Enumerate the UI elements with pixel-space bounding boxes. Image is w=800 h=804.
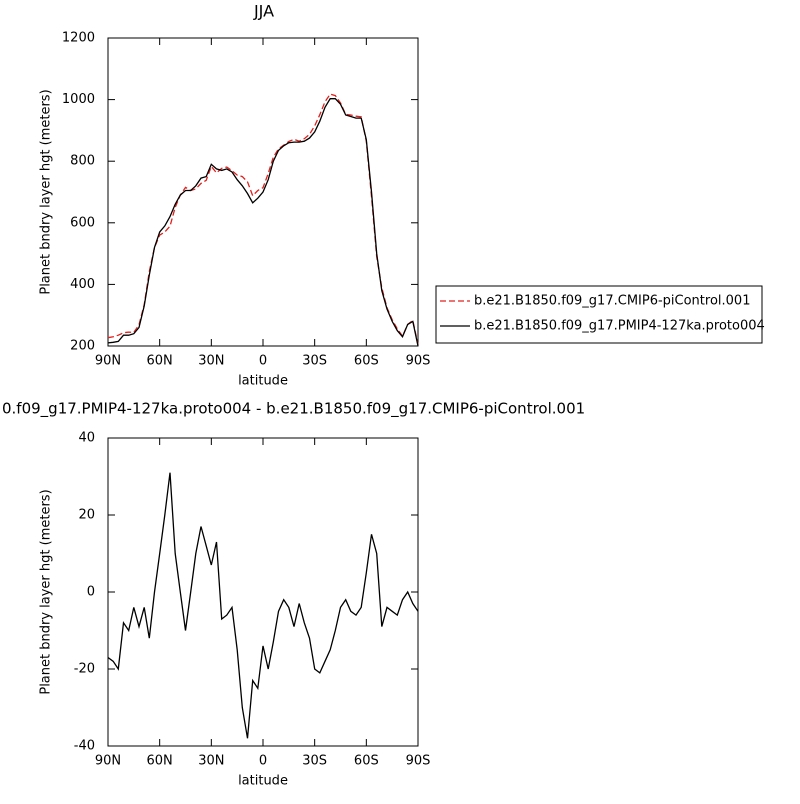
y-tick-label: 1000 [62,92,95,107]
y-tick-label: 400 [70,277,95,292]
x-tick-label: 30N [198,754,224,769]
y-tick-label: 0 [87,585,95,600]
y-tick-label: 1200 [62,31,95,46]
y-tick-label: 20 [78,508,95,523]
chart-title: 0.f09_g17.PMIP4-127ka.proto004 - b.e21.B… [2,400,585,419]
x-tick-label: 60S [354,754,379,769]
y-tick-label: 200 [70,339,95,354]
x-tick-label: 0 [259,754,267,769]
data-line [107,472,419,739]
x-tick-label: 90N [95,354,121,369]
y-tick-label: 40 [78,431,95,446]
chart-title: JJA [253,2,274,21]
y-tick-label: 800 [70,154,95,169]
legend-label: b.e21.B1850.f09_g17.CMIP6-piControl.001 [474,294,750,309]
x-tick-label: 60N [147,354,173,369]
y-tick-label: -40 [74,739,95,754]
x-axis-label: latitude [238,774,288,789]
x-tick-label: 60S [354,354,379,369]
x-tick-label: 30N [198,354,224,369]
y-tick-label: 600 [70,215,95,230]
data-line [107,93,419,345]
x-axis-label: latitude [238,374,288,389]
data-line [107,98,419,347]
y-axis-label: Planet bndry layer hgt (meters) [39,489,54,694]
legend-label: b.e21.B1850.f09_g17.PMIP4-127ka.proto004 [474,319,765,334]
y-axis-label: Planet bndry layer hgt (meters) [39,89,54,294]
x-tick-label: 0 [259,354,267,369]
x-tick-label: 90S [406,354,431,369]
x-tick-label: 30S [302,754,327,769]
x-tick-label: 90N [95,754,121,769]
x-tick-label: 30S [302,354,327,369]
x-tick-label: 60N [147,754,173,769]
legend-box [435,285,763,344]
y-tick-label: -20 [74,662,95,677]
x-tick-label: 90S [406,754,431,769]
